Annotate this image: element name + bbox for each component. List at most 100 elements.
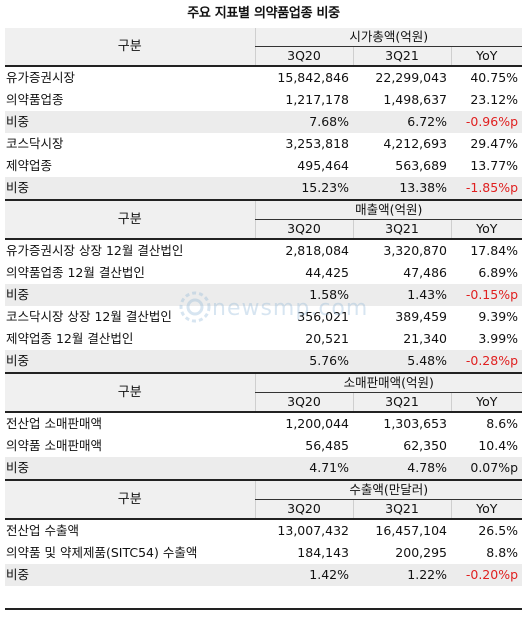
table-bottom-border [5, 608, 522, 610]
row-label: 의약품업종 12월 결산법인 [6, 265, 145, 280]
column-header-3q20: 3Q20 [254, 392, 353, 412]
value-3q21: 200,295 [395, 545, 447, 560]
row-label: 코스닥시장 상장 12월 결산법인 [6, 309, 172, 324]
value-yoy: -0.28%p [451, 350, 523, 373]
column-header-3q20: 3Q20 [254, 499, 353, 519]
value-yoy: 13.77% [470, 158, 519, 173]
value-3q21: 4,212,693 [383, 136, 447, 151]
table-row: 전산업 수출액 13,007,432 16,457,104 26.5% [5, 518, 523, 542]
column-header-row: 3Q20 3Q21 YoY [5, 392, 523, 412]
share-row: 비중 15.23% 13.38% -1.85%p [5, 177, 523, 200]
value-3q20: 1,200,044 [255, 411, 353, 435]
value-3q20: 184,143 [297, 545, 349, 560]
row-label: 제약업종 12월 결산법인 [6, 331, 134, 346]
column-header-3q21: 3Q21 [352, 499, 451, 519]
row-label: 유가증권시장 [5, 65, 255, 89]
row-label: 코스닥시장 [6, 136, 64, 151]
table-row: 의약품 및 약제제품(SITC54) 수출액 184,143 200,295 8.8% [5, 542, 522, 564]
section-header-row: 구분 수출액(만달러) [5, 479, 523, 519]
row-label: 비중 [5, 564, 255, 586]
value-3q20: 1.42% [255, 564, 353, 586]
section-group-header: 시가총액(억원) [254, 28, 523, 47]
row-label: 비중 [5, 350, 255, 373]
value-3q20: 1.58% [255, 284, 353, 306]
value-3q21: 389,459 [395, 309, 447, 324]
column-header-3q21: 3Q21 [352, 392, 451, 412]
table-row: 코스닥시장 3,253,818 4,212,693 29.47% [5, 133, 522, 155]
value-3q21: 16,457,104 [353, 518, 451, 542]
category-header: 구분 [5, 372, 255, 412]
value-3q21: 563,689 [395, 158, 447, 173]
table-row: 의약품 소매판매액 56,485 62,350 10.4% [5, 435, 522, 457]
value-yoy: 0.07%p [451, 457, 523, 480]
value-yoy: 23.12% [470, 92, 519, 107]
value-yoy: 8.8% [486, 545, 519, 560]
value-3q21: 21,340 [403, 331, 447, 346]
table-title: 주요 지표별 의약품업종 비중 [187, 6, 340, 21]
value-3q20: 7.68% [255, 111, 353, 133]
share-row: 비중 4.71% 4.78% 0.07%p [5, 457, 523, 480]
value-yoy: 10.4% [478, 438, 519, 453]
row-label: 비중 [5, 457, 255, 480]
column-header-yoy: YoY [450, 392, 523, 412]
table-body: 구분 시가총액(억원) 3Q20 3Q21 YoY 유가증권시장 15,842,846 22,… [5, 28, 523, 586]
value-yoy: -0.15%p [451, 284, 523, 306]
column-header-row: 3Q20 3Q21 YoY [5, 499, 523, 519]
section-group-header: 수출액(만달러) [254, 479, 523, 500]
value-yoy: 40.75% [451, 65, 523, 89]
share-row: 비중 5.76% 5.48% -0.28%p [5, 350, 523, 373]
value-yoy: -1.85%p [451, 177, 523, 200]
column-header-yoy: YoY [450, 46, 523, 66]
table-row: 유가증권시장 상장 12월 결산법인 2,818,084 3,320,870 17.8… [5, 238, 523, 262]
row-label: 비중 [5, 284, 255, 306]
value-3q20: 56,485 [305, 438, 349, 453]
value-3q21: 4.78% [353, 457, 451, 480]
row-label: 전산업 수출액 [5, 518, 255, 542]
value-yoy: 9.39% [478, 309, 519, 324]
row-label: 의약품업종 [6, 92, 64, 107]
column-header-3q20: 3Q20 [254, 219, 353, 239]
row-label: 전산업 소매판매액 [5, 411, 255, 435]
value-3q21: 47,486 [403, 265, 447, 280]
section-group-header: 매출액(억원) [254, 199, 523, 220]
value-3q21: 1.43% [353, 284, 451, 306]
value-3q21: 5.48% [353, 350, 451, 373]
table-row: 제약업종 495,464 563,689 13.77% [5, 155, 522, 177]
table-row: 코스닥시장 상장 12월 결산법인 356,021 389,459 9.39% [5, 306, 522, 328]
section-header-row: 구분 시가총액(억원) [5, 28, 523, 66]
value-yoy: -0.20%p [451, 564, 523, 586]
column-header-row: 3Q20 3Q21 YoY [5, 46, 523, 66]
value-3q20: 1,217,178 [285, 92, 349, 107]
column-header-3q21: 3Q21 [352, 219, 451, 239]
value-3q20: 4.71% [255, 457, 353, 480]
value-yoy: 17.84% [451, 238, 523, 262]
value-3q20: 5.76% [255, 350, 353, 373]
value-yoy: 6.89% [478, 265, 519, 280]
section-header-row: 구분 매출액(억원) [5, 199, 523, 239]
share-row: 비중 7.68% 6.72% -0.96%p [5, 111, 523, 133]
table-row: 의약품업종 1,217,178 1,498,637 23.12% [5, 89, 522, 111]
value-yoy: 3.99% [478, 331, 519, 346]
value-3q20: 2,818,084 [255, 238, 353, 262]
value-yoy: 8.6% [451, 411, 523, 435]
row-label: 비중 [5, 111, 255, 133]
row-label: 제약업종 [6, 158, 53, 173]
value-3q20: 20,521 [305, 331, 349, 346]
indicator-table: 구분 시가총액(억원) 3Q20 3Q21 YoY 유가증권시장 15,842,846 22,… [5, 28, 523, 586]
value-3q21: 3,320,870 [353, 238, 451, 262]
value-3q21: 1,498,637 [383, 92, 447, 107]
table-row: 유가증권시장 15,842,846 22,299,043 40.75% [5, 65, 523, 89]
column-header-3q21: 3Q21 [352, 46, 451, 66]
value-yoy: 29.47% [470, 136, 519, 151]
section-header-row: 구분 소매판매액(억원) [5, 372, 523, 412]
value-3q21: 13.38% [353, 177, 451, 200]
category-header: 구분 [5, 479, 255, 519]
value-3q20: 15.23% [255, 177, 353, 200]
value-3q20: 15,842,846 [255, 65, 353, 89]
value-3q20: 44,425 [305, 265, 349, 280]
column-header-row: 3Q20 3Q21 YoY [5, 219, 523, 239]
share-row: 비중 1.58% 1.43% -0.15%p [5, 284, 523, 306]
column-header-yoy: YoY [450, 219, 523, 239]
value-3q21: 62,350 [403, 438, 447, 453]
row-label: 의약품 및 약제제품(SITC54) 수출액 [6, 545, 198, 560]
